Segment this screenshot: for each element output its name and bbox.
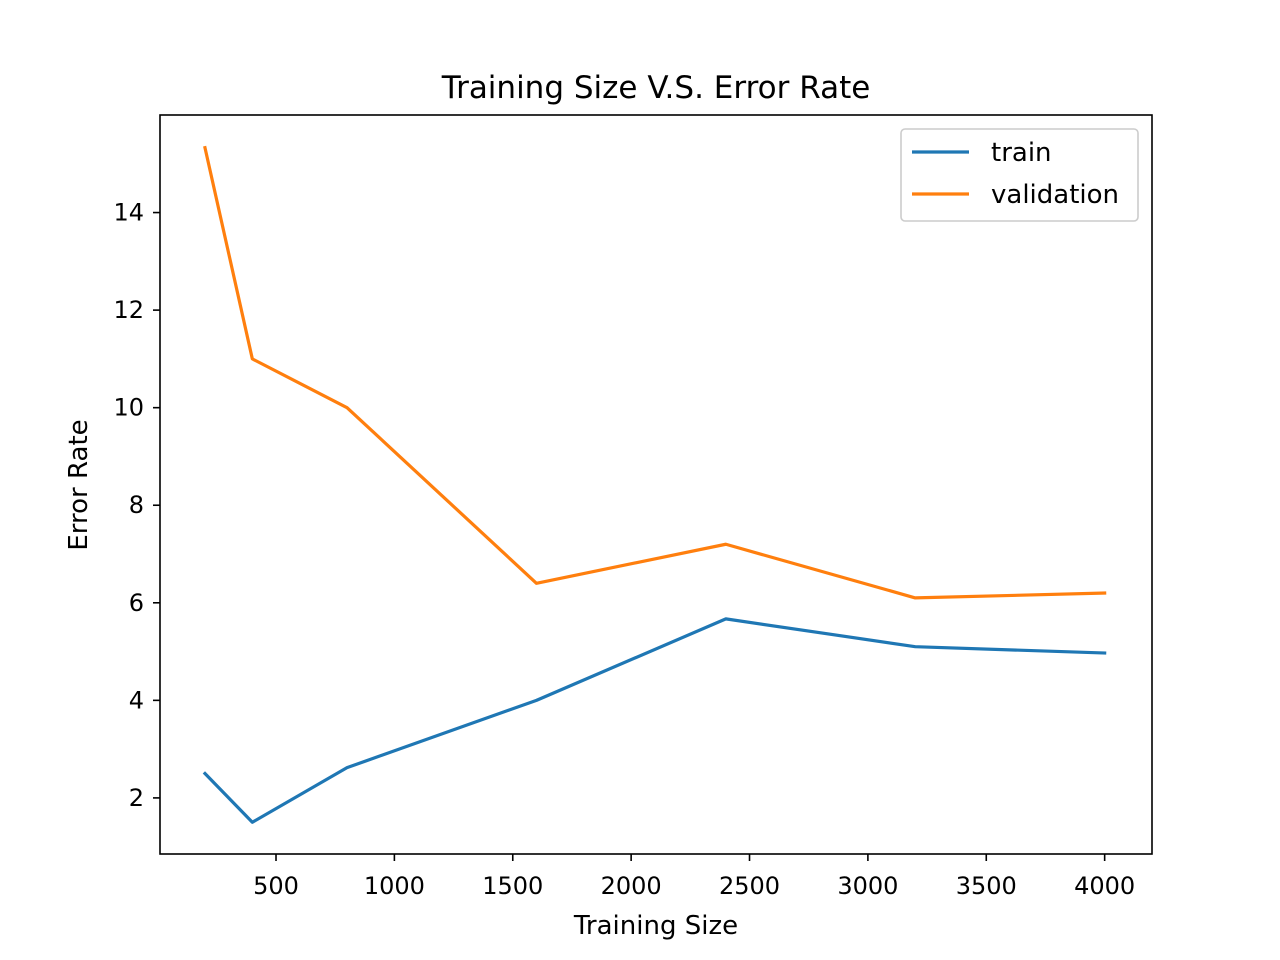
x-tick-label: 2000 xyxy=(601,872,662,900)
series-line-validation xyxy=(203,145,1107,600)
legend: train validation xyxy=(900,128,1139,222)
y-tick-label: 2 xyxy=(129,784,144,812)
series-line-train xyxy=(202,617,1107,824)
chart-title: Training Size V.S. Error Rate xyxy=(441,70,871,106)
series-layer xyxy=(202,145,1107,824)
x-tick-label: 2500 xyxy=(719,872,780,900)
x-tick-label: 1500 xyxy=(482,872,543,900)
y-tick-label: 6 xyxy=(129,589,144,617)
y-axis-ticks: 2 4 6 8 10 12 14 xyxy=(113,199,160,812)
y-tick-label: 14 xyxy=(113,199,144,227)
y-tick-label: 10 xyxy=(113,394,144,422)
x-axis-label: Training Size xyxy=(573,911,738,941)
y-tick-label: 8 xyxy=(129,491,144,519)
x-tick-label: 3000 xyxy=(837,872,898,900)
x-tick-label: 3500 xyxy=(956,872,1017,900)
legend-label-validation: validation xyxy=(991,180,1119,210)
x-tick-label: 4000 xyxy=(1074,872,1135,900)
plot-frame xyxy=(159,114,1153,855)
legend-label-train: train xyxy=(991,138,1052,168)
x-tick-label: 500 xyxy=(253,872,299,900)
y-axis-label: Error Rate xyxy=(64,419,94,550)
y-tick-label: 4 xyxy=(129,686,144,714)
y-tick-label: 12 xyxy=(113,296,144,324)
x-axis-ticks: 500 1000 1500 2000 2500 3000 3500 4000 xyxy=(253,854,1135,900)
x-tick-label: 1000 xyxy=(364,872,425,900)
